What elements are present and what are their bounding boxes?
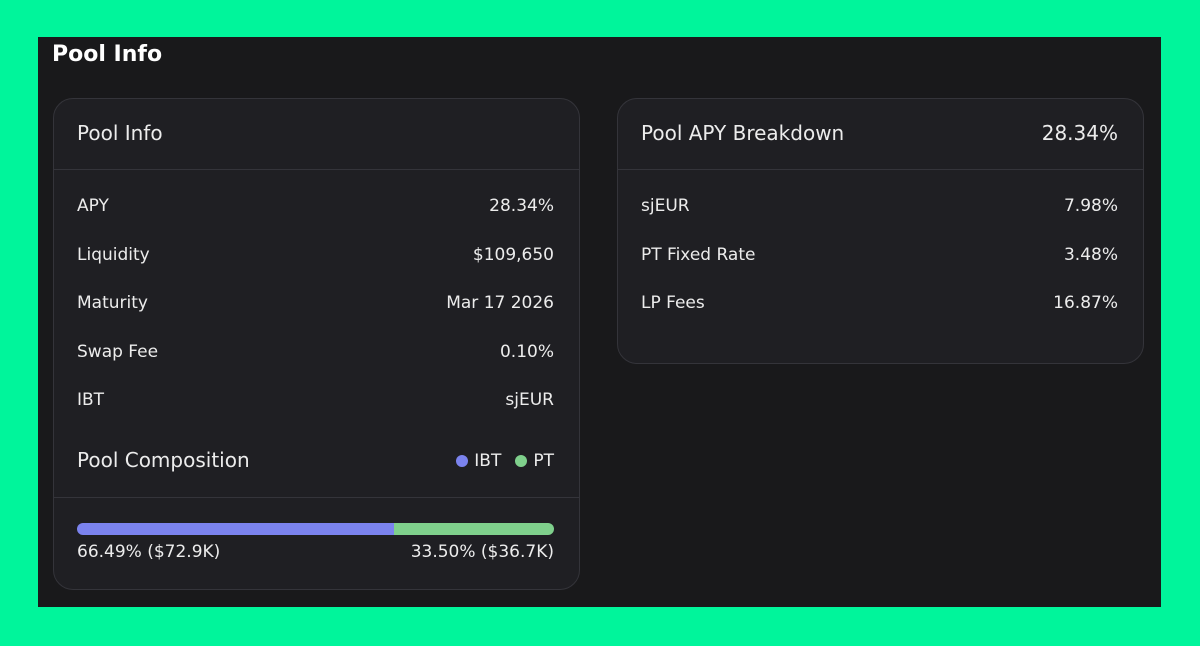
row-value: 0.10% — [499, 341, 554, 362]
bar-segment — [77, 523, 395, 535]
row-value: Mar 17 2026 — [446, 293, 554, 313]
row-label: LP Fees — [641, 293, 705, 313]
divider — [54, 497, 579, 498]
row-label: Swap Fee — [77, 341, 159, 362]
row-label: Liquidity — [77, 244, 150, 265]
legend-dot — [456, 455, 469, 467]
row-label: Maturity — [77, 293, 148, 313]
apy-card — [617, 98, 1144, 364]
apy-total: 28.34% — [1041, 121, 1118, 145]
row-value: 16.87% — [1053, 293, 1118, 313]
row-value: 28.34% — [489, 196, 554, 216]
row-label: PT Fixed Rate — [641, 244, 756, 265]
row-label: IBT — [77, 390, 105, 410]
pool-info-card — [53, 98, 580, 590]
divider — [618, 169, 1143, 170]
row-value: 3.48% — [1063, 244, 1118, 265]
composition-title: Pool Composition — [77, 448, 250, 472]
legend-label: IBT — [474, 451, 502, 471]
row-label: sjEUR — [641, 196, 690, 216]
legend-item: IBT — [456, 451, 501, 471]
row-label: APY — [77, 196, 109, 216]
legend-label: PT — [533, 451, 554, 471]
segment-label: 66.49% ($72.9K) — [77, 542, 221, 562]
legend-dot — [515, 455, 528, 467]
row-value: 7.98% — [1063, 196, 1118, 216]
page-title: Pool Info — [52, 42, 163, 67]
card-title: Pool Info — [77, 121, 163, 145]
row-value: sjEUR — [505, 390, 554, 410]
bar-segment — [394, 523, 554, 535]
divider — [54, 169, 579, 170]
card-title: Pool APY Breakdown — [641, 121, 845, 145]
composition-bar — [77, 523, 554, 535]
legend: IBT PT — [300, 451, 554, 471]
segment-label: 33.50% ($36.7K) — [410, 542, 554, 562]
row-value: $109,650 — [472, 244, 554, 265]
legend-item: PT — [515, 451, 554, 471]
